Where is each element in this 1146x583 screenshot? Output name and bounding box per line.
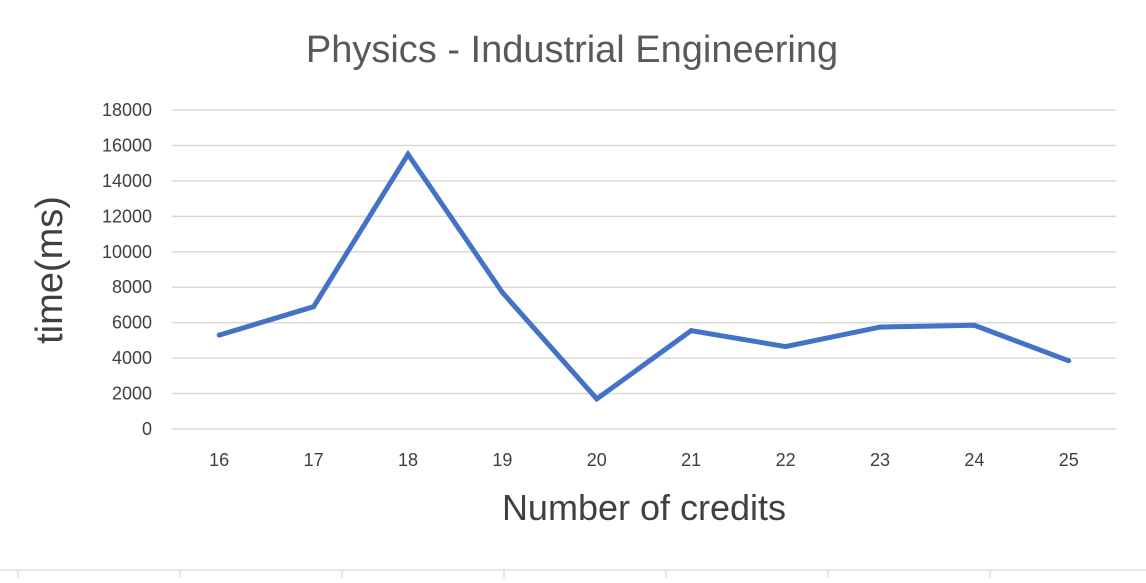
x-tick-label: 18 [398,450,418,470]
data-point [405,151,411,157]
y-axis-label: time(ms) [29,196,71,344]
x-tick-label: 21 [681,450,701,470]
y-tick-label: 18000 [102,100,152,120]
y-tick-label: 14000 [102,171,152,191]
y-tick-label: 16000 [102,135,152,155]
chart-title: Physics - Industrial Engineering [306,29,838,71]
x-tick-label: 19 [492,450,512,470]
y-axis-ticks: 0 2000 4000 6000 8000 10000 12000 14000 16000 180… [102,100,152,439]
data-point [877,324,883,330]
x-tick-label: 17 [304,450,324,470]
data-point [311,304,317,310]
data-point [1066,358,1072,364]
data-point [594,396,600,402]
x-axis-ticks: 16 17 18 19 20 21 22 23 24 25 [209,450,1079,470]
y-tick-label: 10000 [102,242,152,262]
y-tick-label: 6000 [112,313,152,333]
series-line [218,149,1070,403]
series-layer [216,149,1072,403]
data-point [783,344,789,350]
x-tick-label: 25 [1059,450,1079,470]
data-point [688,328,694,334]
data-point [499,290,505,296]
y-tick-label: 8000 [112,277,152,297]
data-point [971,322,977,328]
x-axis-label: Number of credits [502,487,786,528]
y-tick-label: 0 [142,419,152,439]
x-tick-label: 23 [870,450,890,470]
y-tick-label: 12000 [102,206,152,226]
sheet-bottom-edge [0,569,1146,578]
y-tick-label: 2000 [112,384,152,404]
x-tick-label: 24 [964,450,984,470]
data-point [216,332,222,338]
x-tick-label: 22 [776,450,796,470]
gridlines [172,109,1116,430]
x-tick-label: 20 [587,450,607,470]
y-tick-label: 4000 [112,348,152,368]
x-tick-label: 16 [209,450,229,470]
